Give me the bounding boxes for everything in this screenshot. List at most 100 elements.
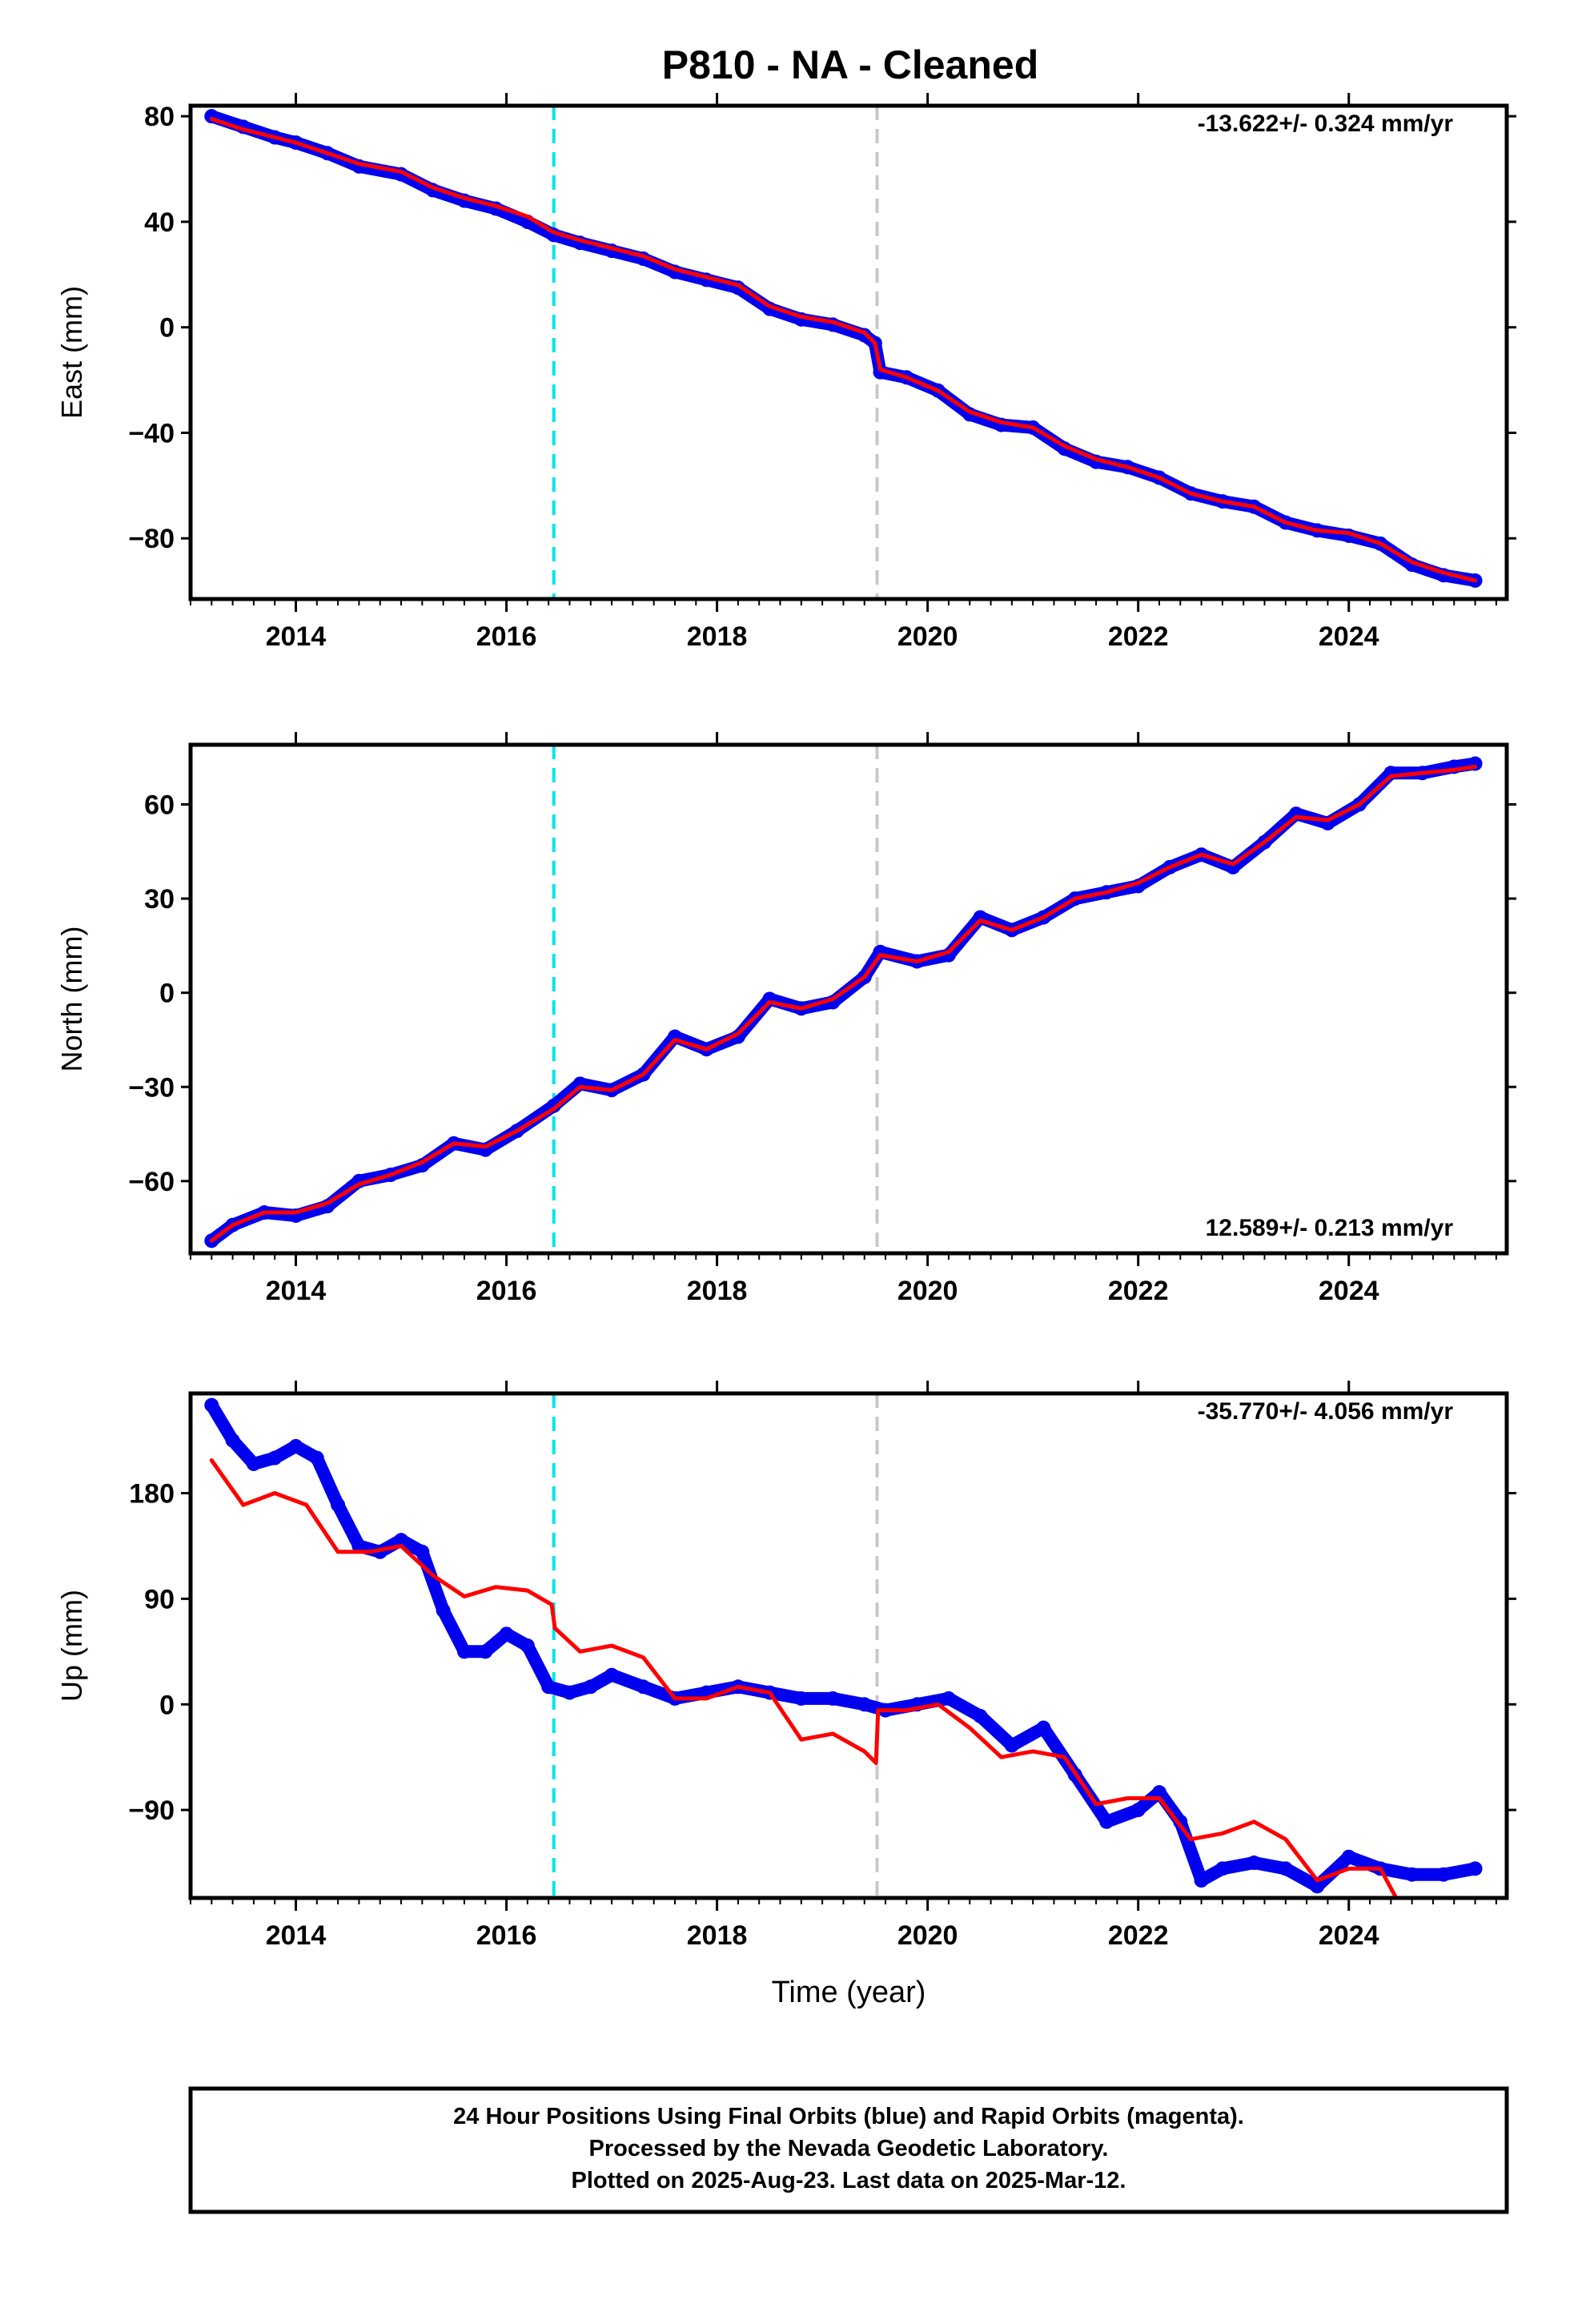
observed-point [973, 1708, 988, 1723]
observed-point [1004, 1738, 1019, 1753]
observed-point [562, 1685, 577, 1700]
plot-frame [188, 103, 1509, 601]
observed-point [331, 1498, 346, 1513]
observed-point [1341, 1849, 1356, 1864]
observed-point [415, 1544, 430, 1559]
y-tick-label: 0 [159, 1690, 175, 1720]
plot-area [204, 106, 1483, 599]
x-tick-label: 2018 [687, 1276, 748, 1306]
x-tick-label: 2018 [687, 621, 748, 652]
observed-point [730, 1029, 745, 1044]
observed-point [1436, 1867, 1452, 1882]
x-tick-label: 2020 [897, 1276, 958, 1306]
y-tick-label: −40 [128, 418, 175, 448]
observed-point [499, 1626, 514, 1642]
x-tick-label: 2022 [1108, 621, 1169, 652]
observed-point [636, 1679, 651, 1695]
observed-point [604, 1667, 620, 1683]
y-tick-label: −60 [128, 1167, 175, 1197]
x-tick-label: 2020 [897, 621, 958, 652]
observed-point [246, 1456, 261, 1471]
observed-point [204, 1397, 219, 1413]
observed-point [1099, 1814, 1114, 1829]
observed-point [793, 1691, 809, 1706]
rate-label: -13.622+/- 0.324 mm/yr [1198, 111, 1454, 137]
observed-point [288, 1438, 303, 1454]
observed-point [583, 1679, 598, 1695]
east-panel: 80 40 0 −40 −80 2014 2016 2018 2020 2022 2024 East … [55, 93, 1516, 652]
observed-point [456, 1644, 472, 1659]
observed-point [541, 1679, 556, 1695]
observed-point [1278, 1861, 1293, 1876]
model-series [209, 117, 1477, 583]
y-tick-label: 90 [144, 1584, 175, 1614]
x-tick-label: 2020 [897, 1920, 958, 1951]
y-axis-label: Up (mm) [55, 1590, 88, 1702]
x-tick-label: 2014 [266, 1276, 327, 1306]
plot-frame [188, 742, 1509, 1256]
x-tick-label: 2024 [1319, 621, 1379, 652]
x-tick-label: 2016 [476, 1276, 537, 1306]
footer-line-1: 24 Hour Positions Using Final Orbits (bl… [453, 2104, 1244, 2129]
observed-point [825, 1691, 841, 1706]
observed-point [1151, 1785, 1166, 1800]
footer-frame [188, 2086, 1509, 2214]
x-tick-label: 2024 [1319, 1920, 1379, 1951]
y-axis-label: East (mm) [55, 286, 88, 419]
observed-point [309, 1450, 324, 1466]
y-tick-label: 40 [144, 207, 175, 238]
footer-line-2: Processed by the Nevada Geodetic Laborat… [589, 2136, 1109, 2161]
x-tick-label: 2022 [1108, 1920, 1169, 1951]
chart-title: P810 - NA - Cleaned [662, 42, 1039, 87]
observed-point [857, 1697, 872, 1712]
observed-point [478, 1644, 493, 1659]
y-tick-label: 80 [144, 102, 175, 132]
x-tick-label: 2014 [266, 1920, 327, 1951]
y-tick-label: −80 [128, 524, 175, 554]
observed-point [941, 1691, 956, 1706]
x-tick-label: 2022 [1108, 1276, 1169, 1306]
footer-box: 24 Hour Positions Using Final Orbits (bl… [188, 2086, 1509, 2214]
x-tick-label: 2016 [476, 621, 537, 652]
x-axis-label: Time (year) [772, 1976, 926, 2009]
observed-point [1215, 1861, 1230, 1876]
observed-point [1036, 1720, 1051, 1735]
observed-point [1404, 1867, 1419, 1882]
x-tick-label: 2018 [687, 1920, 748, 1951]
y-tick-label: 0 [159, 979, 175, 1009]
x-tick-label: 2016 [476, 1920, 537, 1951]
up-panel: 180 90 0 −90 2014 2016 2018 2020 2022 2024 Up (mm)… [55, 1381, 1516, 2009]
y-tick-label: −90 [128, 1795, 175, 1826]
footer-line-3: Plotted on 2025-Aug-23. Last data on 202… [572, 2168, 1126, 2193]
y-tick-label: 0 [159, 313, 175, 344]
observed-point [394, 1533, 409, 1548]
y-tick-label: 60 [144, 790, 175, 820]
observed-point [225, 1433, 240, 1448]
x-tick-label: 2024 [1319, 1276, 1379, 1306]
model-series [209, 1458, 1399, 1898]
plot-area [204, 1393, 1483, 1898]
observed-point [1130, 1803, 1146, 1818]
observed-point [1468, 1861, 1483, 1876]
x-tick-label: 2014 [266, 621, 327, 652]
y-tick-label: −30 [128, 1072, 175, 1103]
model-series [209, 764, 1477, 1243]
rate-label: -35.770+/- 4.056 mm/yr [1198, 1398, 1454, 1425]
observed-point [267, 1450, 283, 1466]
north-panel: 60 30 0 −30 −60 2014 2016 2018 2020 2022 2024 North… [55, 732, 1516, 1306]
panels: 80 40 0 −40 −80 2014 2016 2018 2020 2022 2024 East … [55, 93, 1516, 2009]
observed-point [1194, 1873, 1209, 1888]
observed-point [1310, 1879, 1325, 1894]
plot-area [204, 745, 1483, 1253]
y-tick-label: 180 [129, 1479, 175, 1510]
observed-point [520, 1638, 535, 1653]
rate-label: 12.589+/- 0.213 mm/yr [1206, 1215, 1454, 1241]
plot-frame [188, 1391, 1509, 1900]
observed-point [1247, 1856, 1262, 1871]
observed-point [351, 1538, 367, 1554]
observed-point [436, 1603, 451, 1618]
y-axis-label: North (mm) [55, 927, 88, 1072]
y-tick-label: 30 [144, 884, 175, 915]
